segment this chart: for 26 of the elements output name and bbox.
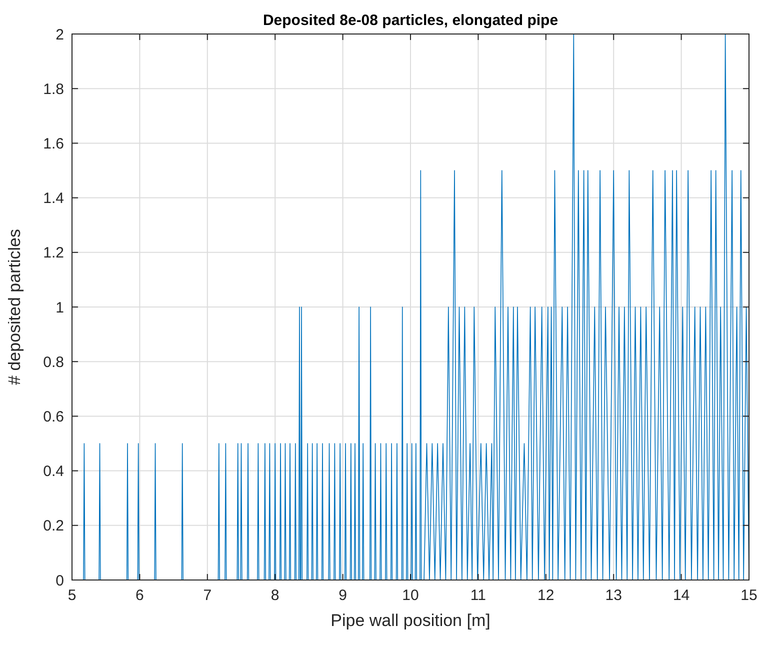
- y-tick-label: 1.4: [43, 190, 64, 208]
- x-tick-label: 6: [136, 587, 144, 604]
- y-axis-title: # deposited particles: [5, 229, 24, 385]
- y-tick-label: 1.6: [43, 135, 64, 152]
- x-tick-label: 9: [338, 587, 347, 604]
- y-tick-label: 1: [56, 299, 64, 316]
- y-tick-label: 0.8: [43, 354, 64, 371]
- x-tick-label: 8: [270, 587, 280, 604]
- y-tick-label: 0: [56, 572, 64, 590]
- x-tick-label: 14: [672, 587, 690, 604]
- y-tick-label: 0.4: [43, 463, 64, 480]
- y-tick-label: 0.6: [43, 408, 64, 426]
- y-tick-label: 2: [56, 26, 64, 44]
- y-tick-label: 0.2: [43, 518, 64, 535]
- x-tick-label: 12: [538, 587, 554, 604]
- x-tick-label: 15: [740, 587, 758, 604]
- chart-title: Deposited 8e-08 particles, elongated pipe: [262, 12, 558, 29]
- y-tick-label: 1.8: [43, 80, 64, 98]
- x-tick-label: 13: [605, 587, 622, 604]
- x-tick-label: 10: [402, 587, 419, 604]
- line-series: [83, 34, 749, 580]
- x-axis-title: Pipe wall position [m]: [330, 611, 490, 630]
- x-tick-label: 7: [203, 587, 212, 604]
- x-tick-label: 11: [470, 587, 486, 604]
- x-tick-label: 5: [68, 587, 76, 604]
- y-tick-label: 1.2: [43, 244, 64, 262]
